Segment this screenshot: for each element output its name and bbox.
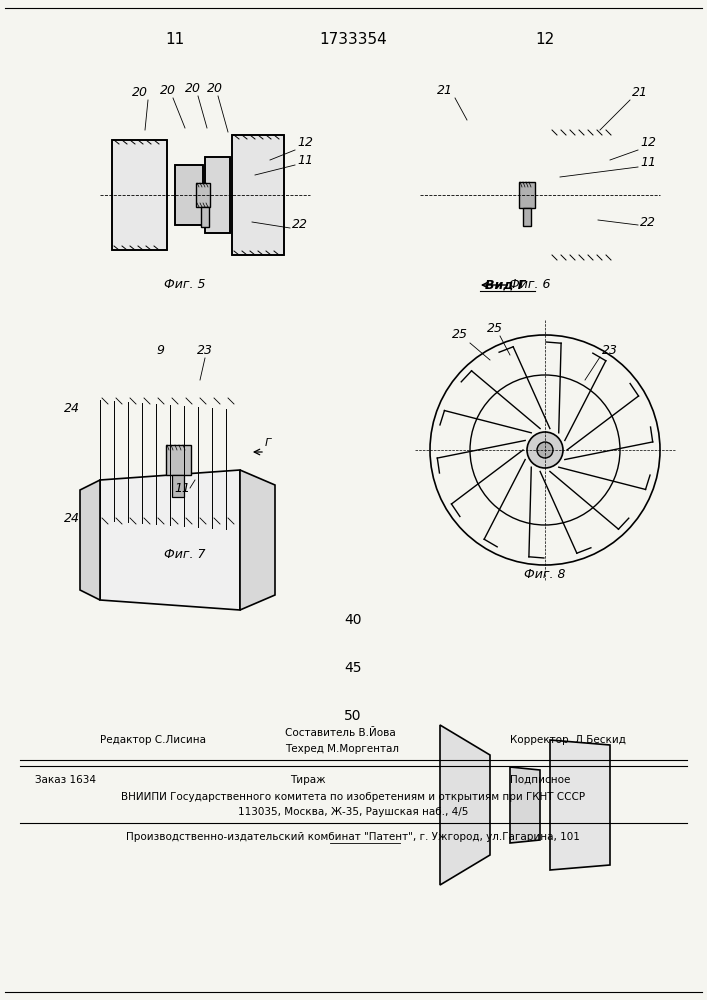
Text: 12: 12 — [297, 136, 313, 149]
Text: Фиг. 5: Фиг. 5 — [164, 278, 206, 292]
Bar — [201, 207, 209, 227]
Text: 25: 25 — [452, 328, 468, 342]
Text: 22: 22 — [640, 216, 656, 229]
Bar — [205, 157, 230, 233]
Text: Производственно-издательский комбинат "Патент", г. Ужгород, ул.Гагарина, 101: Производственно-издательский комбинат "П… — [126, 832, 580, 842]
Bar — [172, 475, 184, 497]
Text: 20: 20 — [132, 87, 148, 100]
Text: Корректор  Л.Бескид: Корректор Л.Бескид — [510, 735, 626, 745]
Text: 9: 9 — [156, 344, 164, 357]
Circle shape — [527, 432, 563, 468]
Bar — [523, 208, 531, 226]
Text: Подписное: Подписное — [510, 775, 571, 785]
Text: 20: 20 — [185, 82, 201, 95]
Text: 45: 45 — [344, 661, 362, 675]
Text: 11: 11 — [640, 155, 656, 168]
Text: 25: 25 — [487, 322, 503, 334]
Text: 12: 12 — [535, 32, 554, 47]
Text: 21: 21 — [632, 87, 648, 100]
Bar — [196, 183, 210, 207]
Circle shape — [537, 442, 553, 458]
Polygon shape — [510, 767, 540, 843]
Text: 11: 11 — [174, 482, 190, 494]
Bar — [232, 135, 284, 255]
Text: 24: 24 — [64, 401, 80, 414]
Bar — [175, 165, 203, 225]
Bar — [166, 445, 191, 475]
Text: 20: 20 — [207, 82, 223, 95]
Polygon shape — [550, 740, 610, 870]
Text: 21: 21 — [437, 84, 453, 97]
Text: 11: 11 — [297, 153, 313, 166]
Text: 40: 40 — [344, 613, 362, 627]
Text: 22: 22 — [292, 219, 308, 232]
Text: 113035, Москва, Ж-35, Раушская наб., 4/5: 113035, Москва, Ж-35, Раушская наб., 4/5 — [238, 807, 468, 817]
Text: Фиг. 7: Фиг. 7 — [164, 548, 206, 562]
Polygon shape — [240, 470, 275, 610]
Text: Составитель В.Йова: Составитель В.Йова — [285, 728, 396, 738]
Text: Заказ 1634: Заказ 1634 — [35, 775, 96, 785]
Text: 23: 23 — [602, 344, 618, 357]
Bar — [519, 182, 535, 208]
Bar — [112, 140, 167, 250]
Text: 12: 12 — [640, 136, 656, 149]
Polygon shape — [440, 725, 490, 885]
Text: 23: 23 — [197, 344, 213, 357]
Polygon shape — [100, 470, 240, 610]
Bar — [112, 140, 167, 250]
Bar — [232, 135, 284, 255]
Text: ВНИИПИ Государственного комитета по изобретениям и открытиям при ГКНТ СССР: ВНИИПИ Государственного комитета по изоб… — [121, 792, 585, 802]
Text: Вид Г: Вид Г — [484, 278, 525, 292]
Text: 11: 11 — [165, 32, 185, 47]
Text: 50: 50 — [344, 709, 362, 723]
Text: 1733354: 1733354 — [319, 32, 387, 47]
Text: Редактор С.Лисина: Редактор С.Лисина — [100, 735, 206, 745]
Bar — [175, 165, 203, 225]
Text: 24: 24 — [64, 512, 80, 524]
Bar — [205, 157, 230, 233]
Text: Фиг. 8: Фиг. 8 — [525, 568, 566, 582]
Polygon shape — [80, 480, 100, 600]
Text: Тираж: Тираж — [290, 775, 326, 785]
Text: Г: Г — [265, 438, 271, 448]
Text: Техред М.Моргентал: Техред М.Моргентал — [285, 744, 399, 754]
Text: Фиг. 6: Фиг. 6 — [509, 278, 551, 292]
Text: 20: 20 — [160, 84, 176, 97]
